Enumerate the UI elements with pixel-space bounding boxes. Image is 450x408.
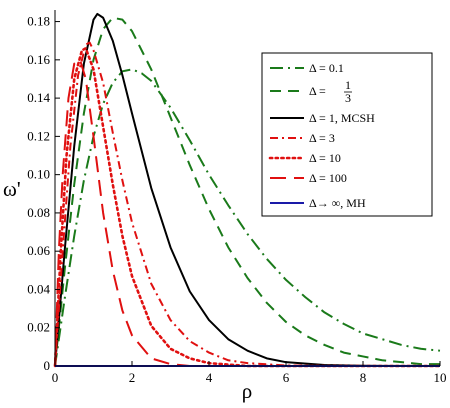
y-tick-label: 0.06 bbox=[27, 243, 50, 258]
legend-box bbox=[261, 52, 433, 217]
legend-label-0: Δ = 0.1 bbox=[309, 61, 344, 75]
y-tick-label: 0 bbox=[44, 358, 51, 373]
y-axis-label: ω' bbox=[3, 177, 21, 201]
legend-label-5: Δ = 100 bbox=[309, 171, 347, 185]
legend-fraction-numerator: 1 bbox=[345, 78, 351, 92]
y-tick-label: 0.04 bbox=[27, 281, 50, 296]
legend: Δ = 0.1 Δ = 13 Δ = 1, MCSH Δ = 3 Δ = 10 Δ = 1… bbox=[261, 52, 433, 217]
y-tick-label: 0.18 bbox=[27, 14, 50, 29]
legend-label-2: Δ = 1, MCSH bbox=[309, 111, 375, 125]
series-line-5 bbox=[54, 58, 440, 367]
y-tick-label: 0.16 bbox=[27, 52, 50, 67]
series-line-1 bbox=[54, 16, 440, 367]
y-tick-label: 0.12 bbox=[27, 128, 50, 143]
y-tick-label: 0.10 bbox=[27, 167, 50, 182]
y-tick-label: 0.08 bbox=[27, 205, 50, 220]
legend-label-6: Δ→ ∞, MH bbox=[309, 196, 366, 210]
x-tick-label: 4 bbox=[206, 370, 213, 385]
x-tick-label: 10 bbox=[434, 370, 447, 385]
series-line-0 bbox=[54, 68, 441, 367]
x-tick-label: 6 bbox=[283, 370, 290, 385]
x-tick-label: 0 bbox=[52, 370, 59, 385]
y-tick-label: 0.02 bbox=[27, 320, 50, 335]
x-tick-label: 8 bbox=[360, 370, 367, 385]
ticks: 0 2 4 6 8 10 0 0.02 0.04 0.06 0.08 0.10 0.12 0.14 0.16… bbox=[27, 14, 446, 385]
series-line-3 bbox=[54, 41, 440, 367]
x-axis-label: ρ bbox=[242, 379, 252, 403]
series-line-2 bbox=[54, 12, 441, 367]
legend-label-3: Δ = 3 bbox=[309, 131, 335, 145]
legend-label-1: Δ = bbox=[309, 84, 326, 98]
axes bbox=[54, 10, 440, 367]
x-tick-label: 2 bbox=[129, 370, 136, 385]
y-tick-label: 0.14 bbox=[27, 90, 50, 105]
series-line-4 bbox=[53, 47, 442, 368]
legend-label-4: Δ = 10 bbox=[309, 151, 341, 165]
legend-fraction-denominator: 3 bbox=[345, 91, 351, 105]
